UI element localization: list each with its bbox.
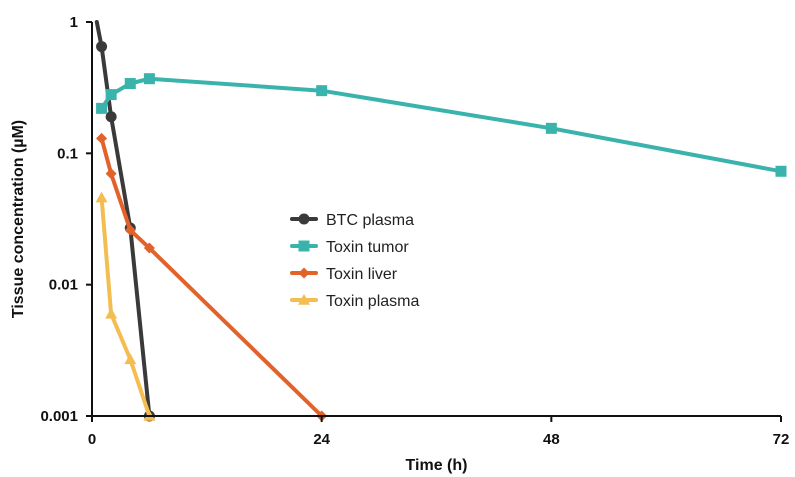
data-point bbox=[96, 102, 108, 114]
data-point bbox=[124, 224, 136, 236]
data-point bbox=[124, 78, 136, 90]
x-axis-title: Time (h) bbox=[406, 457, 468, 474]
legend-item: Toxin liver bbox=[290, 266, 398, 283]
legend-marker bbox=[298, 240, 310, 252]
data-point bbox=[316, 85, 328, 97]
series-line bbox=[99, 195, 152, 418]
data-point bbox=[96, 132, 108, 144]
legend-marker bbox=[298, 294, 310, 305]
series-line bbox=[99, 76, 783, 174]
data-point bbox=[545, 122, 557, 134]
series-2 bbox=[96, 132, 328, 422]
y-axis-title: Tissue concentration (µM) bbox=[10, 120, 27, 318]
legend-label: Toxin tumor bbox=[326, 239, 409, 256]
x-tick-label: 0 bbox=[88, 431, 96, 448]
legend-marker bbox=[298, 213, 310, 225]
series-3 bbox=[95, 191, 156, 421]
legend-item: Toxin plasma bbox=[290, 293, 419, 310]
data-point bbox=[95, 191, 108, 203]
data-point bbox=[105, 168, 117, 180]
plot-area bbox=[94, 20, 787, 422]
x-ticks: 0 24 48 72 bbox=[88, 416, 790, 448]
legend: BTC plasma Toxin tumor Toxin liver Toxin pl… bbox=[290, 212, 419, 310]
y-tick-label: 0.1 bbox=[57, 145, 78, 162]
legend-item: Toxin tumor bbox=[290, 239, 409, 256]
data-point bbox=[143, 242, 155, 254]
legend-label: BTC plasma bbox=[326, 212, 414, 229]
legend-label: Toxin plasma bbox=[326, 293, 419, 310]
legend-item: BTC plasma bbox=[290, 212, 414, 229]
data-point bbox=[105, 89, 117, 101]
y-ticks: 0.001 0.01 0.1 1 bbox=[40, 14, 92, 425]
data-point bbox=[105, 307, 118, 319]
x-tick-label: 48 bbox=[543, 431, 560, 448]
legend-label: Toxin liver bbox=[326, 266, 398, 283]
y-tick-label: 0.01 bbox=[49, 277, 78, 294]
x-tick-label: 72 bbox=[773, 431, 790, 448]
y-tick-label: 0.001 bbox=[40, 408, 78, 425]
legend-marker bbox=[298, 267, 310, 279]
series-1 bbox=[96, 73, 787, 177]
x-tick-label: 24 bbox=[313, 431, 330, 448]
axes: 0.001 0.01 0.1 1 0 24 48 72 Time (h) Tissue co… bbox=[10, 14, 789, 474]
data-point bbox=[124, 353, 137, 365]
data-point bbox=[775, 165, 787, 177]
data-point bbox=[96, 41, 108, 53]
data-point bbox=[105, 111, 117, 123]
y-tick-label: 1 bbox=[70, 14, 78, 31]
data-point bbox=[143, 73, 155, 85]
